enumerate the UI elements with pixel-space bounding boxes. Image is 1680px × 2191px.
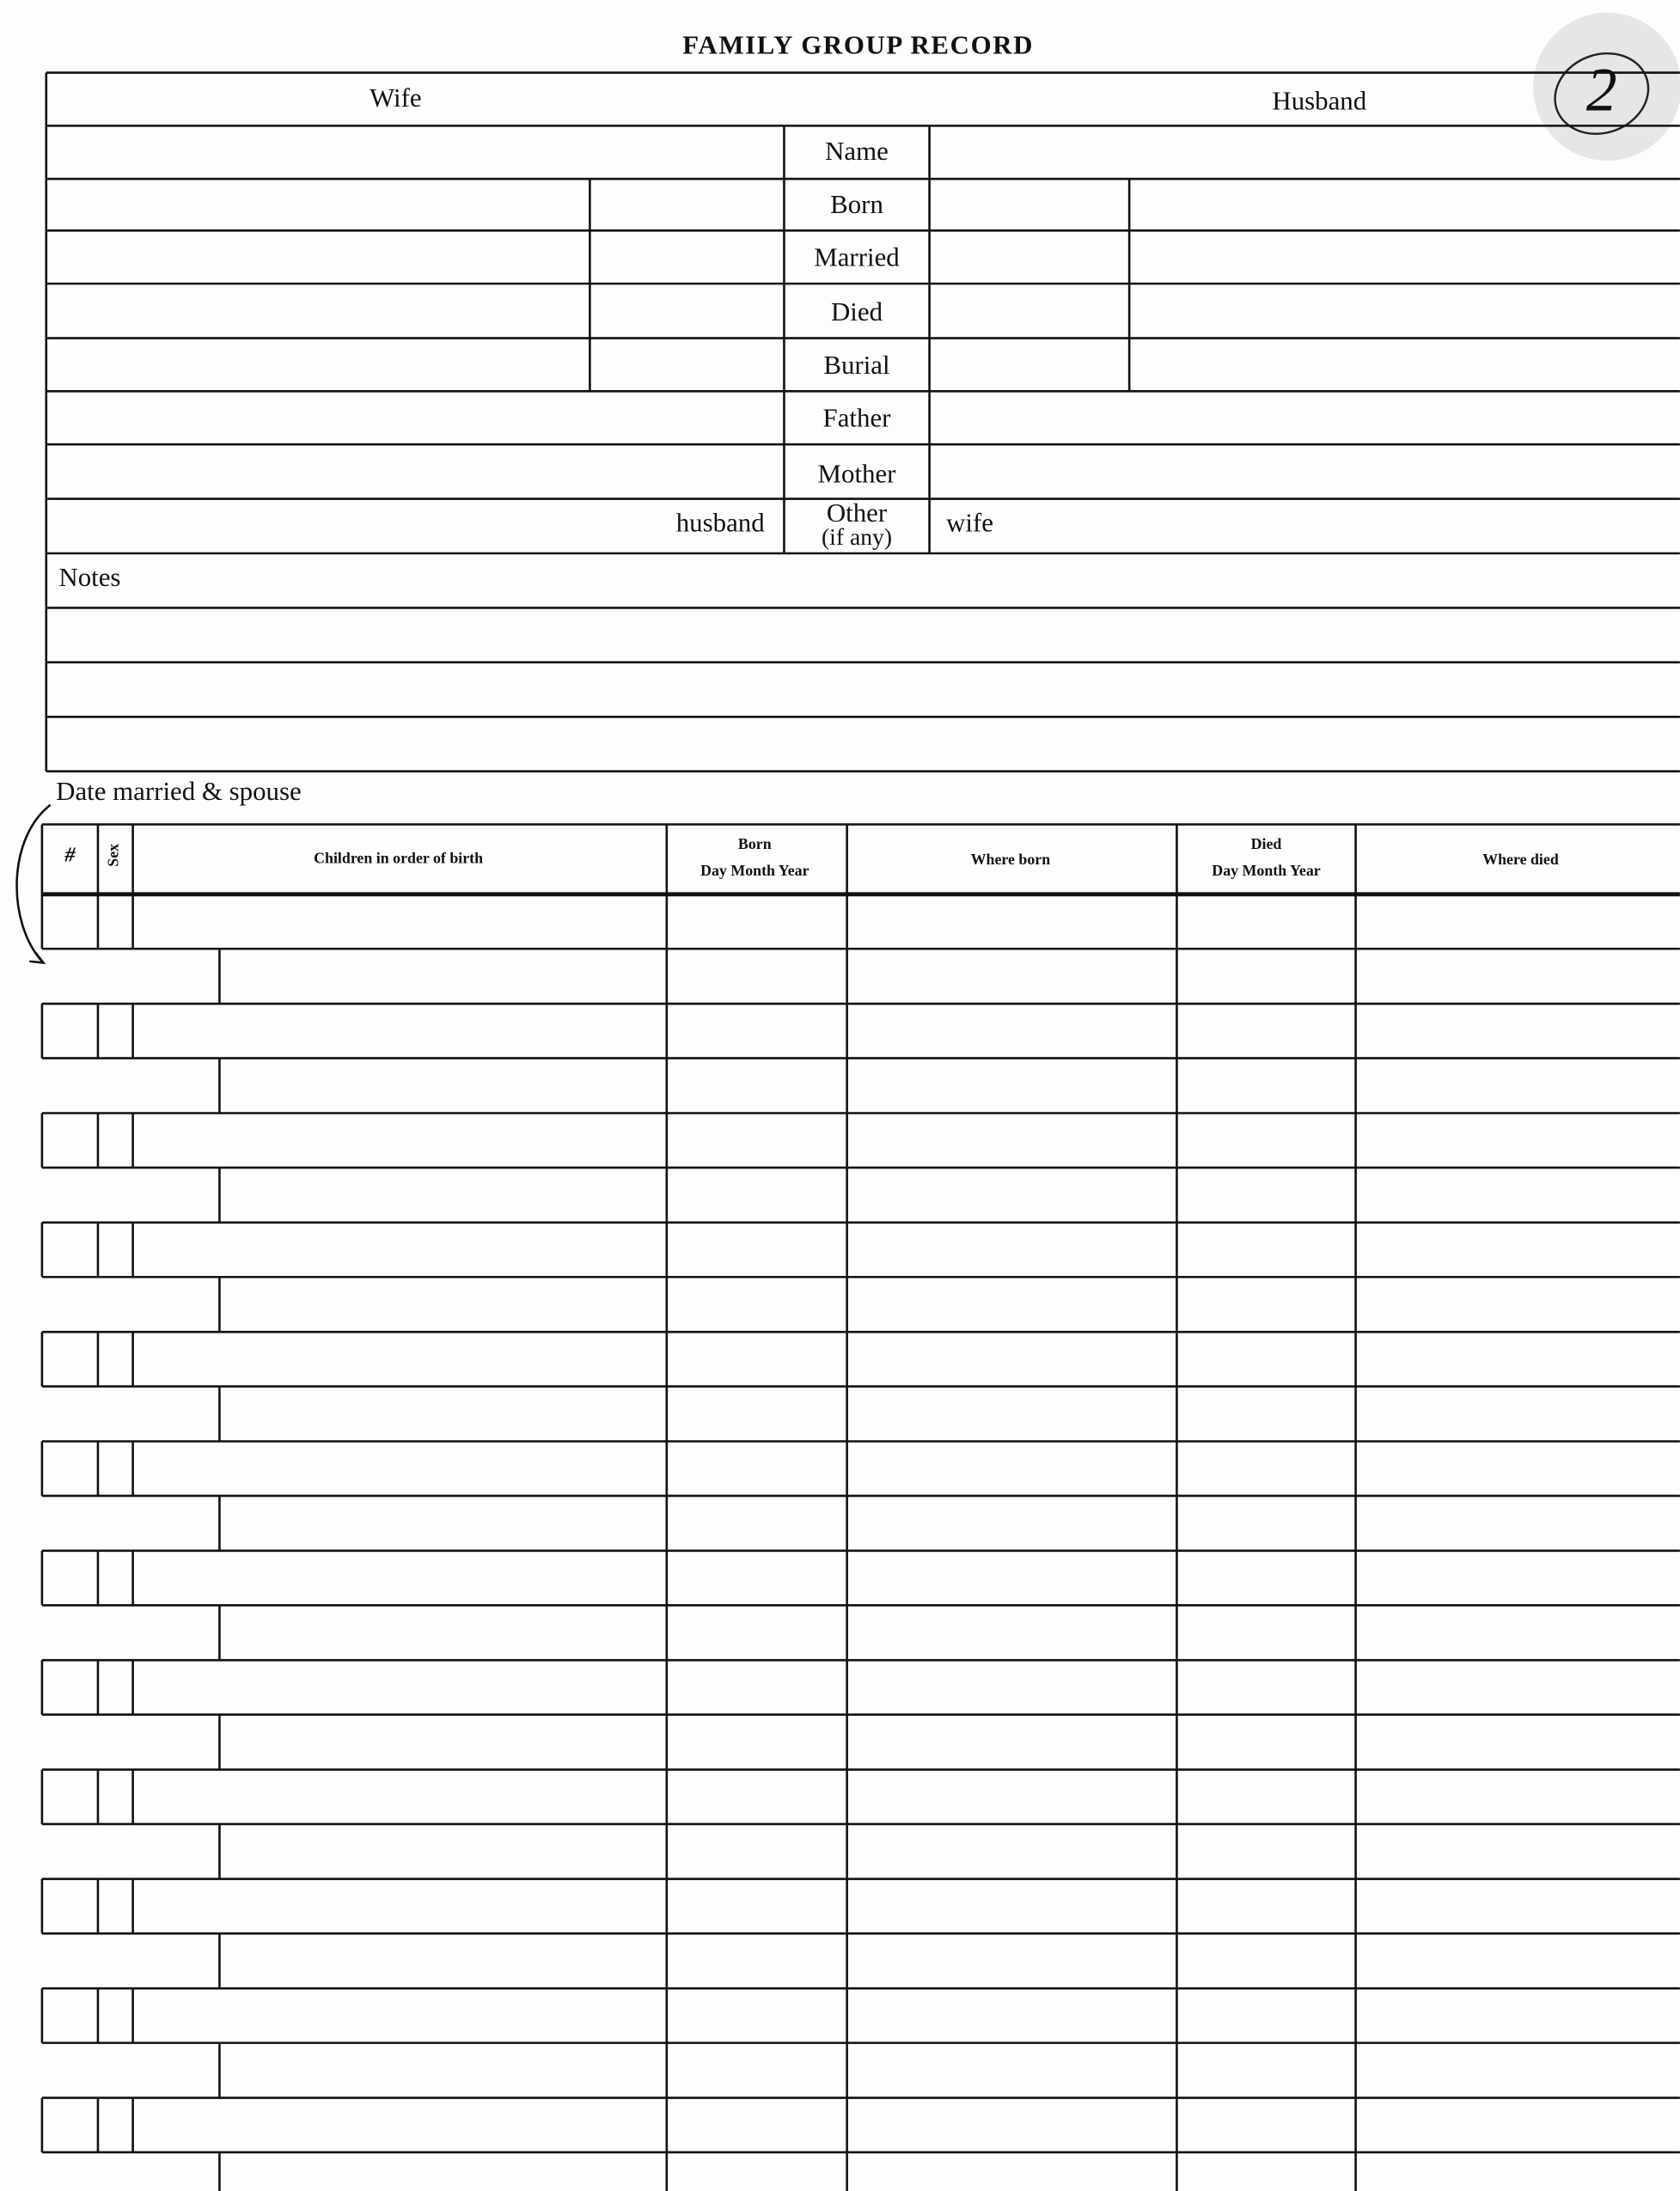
stamp-ring: [1554, 52, 1650, 135]
page-number: 2: [1586, 57, 1617, 125]
other-wife: wife: [946, 508, 993, 538]
field-label: Father: [823, 403, 892, 433]
col-where-born: Where born: [971, 851, 1051, 868]
spouse-note: Date married & spouse: [56, 776, 302, 806]
col-died-sub: Day Month Year: [1212, 862, 1320, 879]
field-label: Name: [825, 136, 889, 166]
other-sub: (if any): [822, 523, 892, 550]
notes-label: Notes: [58, 562, 120, 592]
other-label: Other: [827, 497, 888, 528]
col-died: Died: [1251, 835, 1282, 852]
stamp-circle: [1533, 12, 1680, 161]
col-children: Children in order of birth: [314, 849, 483, 866]
col-born: Born: [738, 835, 772, 852]
note-arrow: [15, 803, 52, 962]
field-label: Born: [830, 189, 883, 219]
wife-label: Wife: [370, 82, 421, 113]
page-stamp: 2: [1533, 12, 1680, 161]
form-title: FAMILY GROUP RECORD: [682, 29, 1034, 59]
col-number: #: [64, 844, 76, 867]
col-sex: Sex: [105, 844, 122, 867]
col-born-sub: Day Month Year: [700, 862, 809, 879]
note-arrowhead: [29, 949, 46, 965]
col-where-died: Where died: [1482, 851, 1559, 868]
field-label: Mother: [818, 459, 897, 489]
field-label: Burial: [823, 350, 889, 380]
other-husband: husband: [676, 508, 765, 538]
husband-label: Husband: [1272, 85, 1366, 115]
field-label: Died: [831, 296, 883, 327]
field-label: Married: [814, 242, 900, 272]
